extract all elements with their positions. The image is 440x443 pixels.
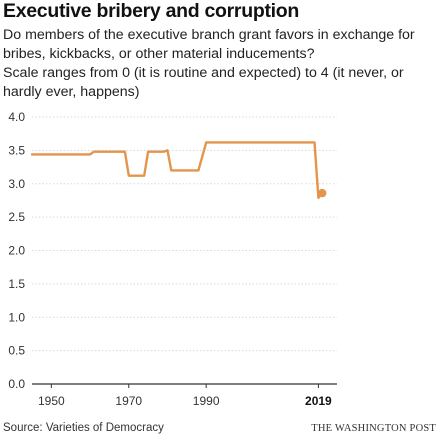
series-layer (30, 141, 327, 200)
subtitle-scale-note: Scale ranges from 0 (it is routine and e… (3, 65, 404, 100)
x-tick-label: 1990 (193, 394, 220, 408)
x-axis-tick-labels: 1950 1970 1990 2019 (38, 384, 332, 408)
y-tick-label: 3.0 (8, 177, 25, 191)
x-tick-label: 1950 (38, 394, 65, 408)
publisher-credit: THE WASHINGTON POST (311, 423, 436, 434)
series-line (30, 141, 320, 200)
source-note: Source: Varieties of Democracy (3, 422, 164, 434)
x-tick-label: 2019 (305, 394, 332, 408)
y-tick-label: 2.0 (8, 244, 25, 258)
y-tick-label: 0.5 (8, 344, 25, 358)
y-tick-label: 1.0 (8, 310, 25, 324)
endpoint-marker (318, 188, 327, 198)
chart-title: Executive bribery and corruption (3, 0, 299, 22)
x-tick-label: 1970 (115, 394, 142, 408)
y-tick-label: 3.5 (8, 143, 25, 157)
chart-subtitle: Do members of the executive branch grant… (3, 26, 437, 102)
y-tick-label: 0.0 (8, 377, 25, 391)
gridlines (32, 116, 337, 385)
y-axis-tick-labels: 0.0 0.5 1.0 1.5 2.0 2.5 3.0 3.5 4.0 (8, 110, 25, 391)
y-tick-label: 2.5 (8, 210, 25, 224)
subtitle-question: Do members of the executive branch grant… (3, 27, 415, 62)
y-tick-label: 4.0 (8, 110, 25, 124)
y-tick-label: 1.5 (8, 277, 25, 291)
